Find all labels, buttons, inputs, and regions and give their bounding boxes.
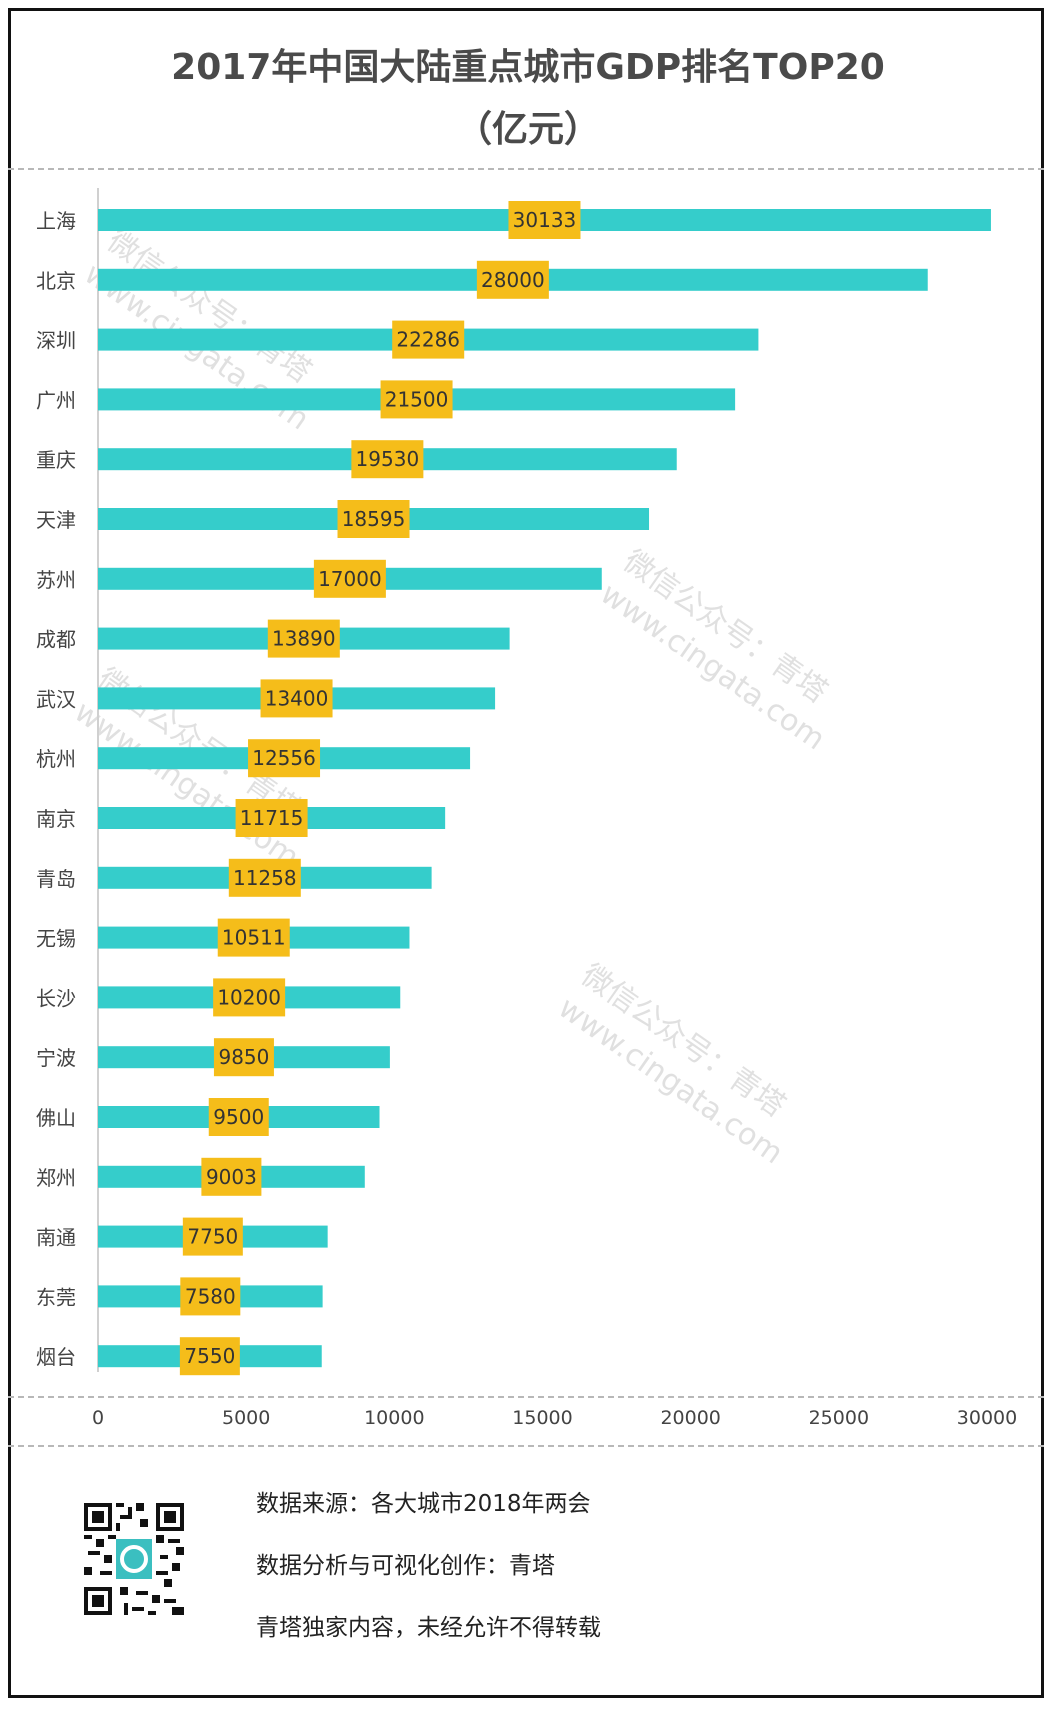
data-label-box bbox=[351, 440, 424, 479]
x-tick-label: 30000 bbox=[957, 1407, 1017, 1429]
x-tick-label: 20000 bbox=[660, 1407, 720, 1429]
data-label: 7580 bbox=[185, 1284, 236, 1308]
footer-source: 数据来源：各大城市2018年两会 bbox=[256, 1491, 591, 1517]
x-tick-label: 10000 bbox=[364, 1407, 424, 1429]
x-tick-label: 5000 bbox=[222, 1407, 270, 1429]
data-label-box bbox=[392, 320, 465, 359]
category-label: 南通 bbox=[36, 1226, 76, 1250]
data-label-box bbox=[180, 1277, 241, 1316]
data-label: 30133 bbox=[513, 208, 577, 232]
divider-axis bbox=[8, 1396, 1044, 1398]
data-label-box bbox=[260, 679, 333, 718]
data-label: 28000 bbox=[481, 268, 545, 292]
category-label: 长沙 bbox=[36, 986, 76, 1010]
category-label: 杭州 bbox=[36, 747, 76, 771]
category-label: 佛山 bbox=[36, 1106, 76, 1130]
category-label: 北京 bbox=[36, 269, 76, 293]
category-label: 郑州 bbox=[36, 1166, 76, 1190]
category-label: 成都 bbox=[36, 628, 76, 652]
data-label: 13890 bbox=[272, 627, 336, 651]
data-label-box bbox=[213, 1038, 274, 1077]
data-label-box bbox=[248, 739, 321, 778]
category-label: 苏州 bbox=[36, 568, 76, 592]
category-label: 重庆 bbox=[36, 448, 76, 472]
data-label: 12556 bbox=[252, 746, 316, 770]
category-label: 宁波 bbox=[36, 1046, 76, 1070]
data-label-box bbox=[476, 260, 549, 299]
data-label: 9500 bbox=[213, 1105, 264, 1129]
data-label-box bbox=[179, 1337, 240, 1376]
category-label: 武汉 bbox=[36, 687, 76, 711]
category-label: 上海 bbox=[36, 209, 76, 233]
data-label: 22286 bbox=[396, 328, 460, 352]
category-label: 南京 bbox=[36, 807, 76, 831]
data-label-box bbox=[228, 858, 301, 897]
category-label: 东莞 bbox=[36, 1285, 76, 1309]
divider-top bbox=[8, 168, 1044, 170]
data-label: 19530 bbox=[356, 447, 420, 471]
bar-chart: 上海 30133 北京 28000 深圳 22286 广州 21500 重庆 19530 天津 185… bbox=[36, 188, 1017, 1429]
chart-title: 2017年中国大陆重点城市GDP排名TOP20 bbox=[171, 47, 885, 88]
chart-subtitle: （亿元） bbox=[455, 109, 600, 150]
divider-footer bbox=[8, 1445, 1044, 1447]
data-label-box bbox=[508, 201, 581, 239]
data-label: 11715 bbox=[240, 806, 304, 830]
category-label: 无锡 bbox=[36, 927, 76, 951]
data-label-box bbox=[213, 978, 286, 1017]
x-tick-label: 15000 bbox=[512, 1407, 572, 1429]
data-label-box bbox=[337, 500, 410, 538]
data-label-box bbox=[208, 1098, 269, 1136]
data-label: 10200 bbox=[217, 985, 281, 1009]
qr-code-icon bbox=[84, 1503, 184, 1615]
footer-credit: 数据分析与可视化创作：青塔 bbox=[256, 1553, 555, 1579]
data-label-box bbox=[235, 799, 308, 837]
category-label: 广州 bbox=[36, 388, 76, 412]
data-label: 18595 bbox=[342, 507, 406, 531]
footer-copyright: 青塔独家内容，未经允许不得转载 bbox=[256, 1615, 601, 1641]
data-label-box bbox=[313, 559, 386, 598]
data-label: 7550 bbox=[184, 1344, 235, 1368]
data-label: 17000 bbox=[318, 567, 382, 591]
data-label-box bbox=[267, 619, 340, 658]
data-label: 13400 bbox=[265, 686, 329, 710]
x-tick-label: 0 bbox=[92, 1407, 104, 1429]
category-label: 青岛 bbox=[36, 867, 76, 891]
data-label: 9850 bbox=[218, 1045, 269, 1069]
data-label: 11258 bbox=[233, 866, 297, 890]
data-label-box bbox=[182, 1217, 243, 1256]
category-label: 天津 bbox=[36, 508, 76, 532]
category-label: 烟台 bbox=[36, 1345, 76, 1369]
data-label: 9003 bbox=[206, 1165, 257, 1189]
category-label: 深圳 bbox=[36, 329, 76, 353]
data-label-box bbox=[217, 918, 290, 957]
data-label: 7750 bbox=[187, 1225, 238, 1249]
x-tick-label: 25000 bbox=[809, 1407, 869, 1429]
data-label-box bbox=[201, 1157, 262, 1196]
data-label: 10511 bbox=[222, 926, 286, 950]
data-label: 21500 bbox=[385, 387, 449, 411]
data-label-box bbox=[380, 380, 453, 419]
